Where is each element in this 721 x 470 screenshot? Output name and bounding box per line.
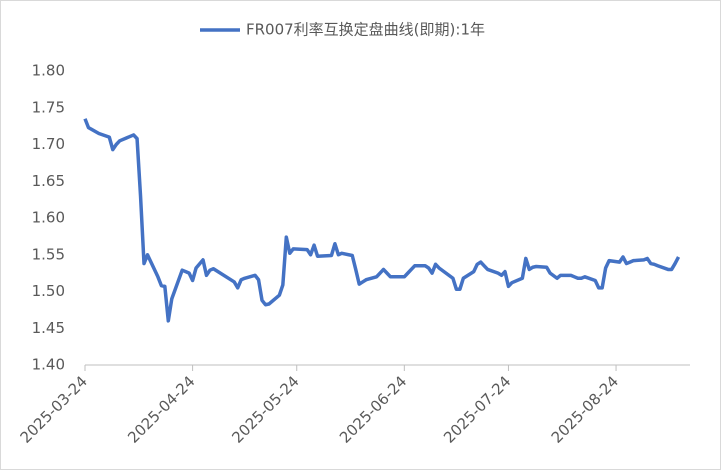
y-tick-label: 1.55 [32, 245, 65, 263]
y-tick-label: 1.40 [32, 356, 65, 374]
y-tick-label: 1.75 [32, 98, 65, 116]
y-tick-label: 1.50 [32, 282, 65, 300]
y-tick-label: 1.65 [32, 172, 65, 190]
y-tick-label: 1.70 [32, 135, 65, 153]
y-tick-label: 1.60 [32, 209, 65, 227]
y-tick-label: 1.45 [32, 319, 65, 337]
y-tick-label: 1.80 [32, 62, 65, 80]
series-line [83, 118, 681, 323]
legend-label: FR007利率互换定盘曲线(即期):1年 [246, 21, 485, 39]
